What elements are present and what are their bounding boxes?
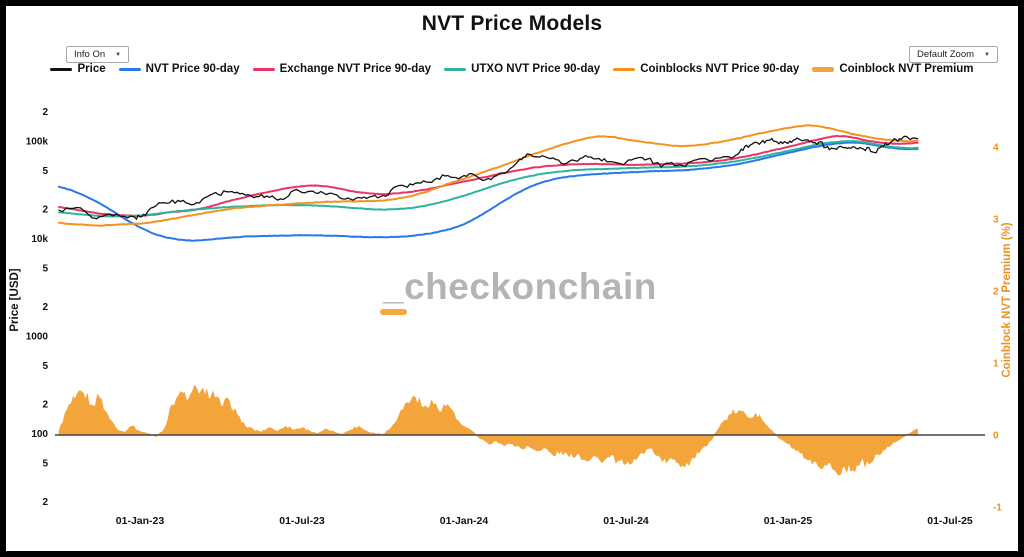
- zoom-dropdown-label: Default Zoom: [917, 49, 975, 60]
- y-right-tick: 0: [993, 431, 999, 442]
- series-coinblocks-nvt: [58, 124, 919, 227]
- watermark-dash-icon: [380, 309, 407, 315]
- y-left-tick: 5: [42, 263, 48, 274]
- y-left-tick: 100k: [26, 137, 49, 148]
- x-axis-tick: 01-Jan-24: [440, 515, 489, 527]
- series-utxo-nvt: [58, 140, 919, 218]
- legend: Price NVT Price 90-day Exchange NVT Price …: [0, 63, 1024, 75]
- legend-label: Price: [77, 63, 106, 75]
- y-right-tick: 4: [993, 143, 999, 154]
- y-left-tick: 10k: [31, 234, 48, 245]
- y-left-tick: 2: [42, 205, 48, 216]
- legend-swatch-exchange-nvt: [252, 67, 275, 71]
- zoom-dropdown[interactable]: Default Zoom ▼: [909, 46, 998, 63]
- series-price: [58, 135, 919, 220]
- legend-swatch-nvt-premium: [812, 66, 835, 72]
- legend-item-exchange-nvt[interactable]: Exchange NVT Price 90-day: [252, 63, 432, 75]
- legend-swatch-price: [50, 67, 73, 71]
- legend-swatch-coinblocks-nvt: [613, 67, 636, 71]
- y-left-tick: 100: [31, 429, 48, 440]
- watermark: _checkonchain: [383, 266, 657, 307]
- legend-item-nvt-90d[interactable]: NVT Price 90-day: [118, 63, 240, 75]
- legend-label: Coinblocks NVT Price 90-day: [640, 63, 800, 75]
- x-axis-tick: 01-Jan-25: [764, 515, 813, 527]
- x-axis-tick: 01-Jan-23: [116, 515, 165, 527]
- legend-swatch-nvt-90d: [118, 67, 141, 71]
- y-axis-right-title: Coinblock NVT Premium (%): [1001, 222, 1013, 378]
- y-right-tick: -1: [993, 503, 1002, 514]
- y-axis-left-title: Price [USD]: [9, 268, 21, 332]
- series-exchange-nvt: [58, 134, 919, 218]
- page-title: NVT Price Models: [421, 12, 603, 35]
- y-left-tick: 2: [42, 497, 48, 508]
- legend-item-coinblocks-nvt[interactable]: Coinblocks NVT Price 90-day: [613, 63, 799, 75]
- chevron-down-icon: ▼: [984, 51, 990, 58]
- info-dropdown-label: Info On: [74, 49, 106, 60]
- legend-item-utxo-nvt[interactable]: UTXO NVT Price 90-day: [444, 63, 600, 75]
- legend-item-price[interactable]: Price: [50, 63, 106, 75]
- legend-label: Coinblock NVT Premium: [839, 63, 974, 75]
- legend-item-nvt-premium[interactable]: Coinblock NVT Premium: [812, 63, 974, 75]
- x-axis-tick: 01-Jul-24: [603, 515, 649, 527]
- series-nvt-90d: [58, 141, 919, 242]
- legend-swatch-utxo-nvt: [444, 67, 467, 71]
- info-dropdown[interactable]: Info On ▼: [66, 46, 130, 63]
- y-left-tick: 5: [42, 458, 48, 469]
- chevron-down-icon: ▼: [115, 51, 122, 58]
- y-right-tick: 1: [993, 359, 999, 370]
- premium-area: [58, 384, 918, 476]
- x-axis-tick: 01-Jul-25: [927, 515, 973, 527]
- legend-label: NVT Price 90-day: [145, 63, 240, 75]
- x-axis-tick: 01-Jul-23: [279, 515, 325, 527]
- legend-label: UTXO NVT Price 90-day: [471, 63, 601, 75]
- y-right-tick: 3: [993, 215, 999, 226]
- y-left-tick: 2: [42, 400, 48, 411]
- y-left-tick: 1000: [26, 332, 49, 343]
- y-left-tick: 2: [42, 107, 48, 118]
- legend-label: Exchange NVT Price 90-day: [279, 63, 432, 75]
- y-left-tick: 5: [42, 361, 48, 372]
- y-left-tick: 5: [42, 166, 48, 177]
- y-left-tick: 2: [42, 302, 48, 313]
- y-right-tick: 2: [993, 287, 999, 298]
